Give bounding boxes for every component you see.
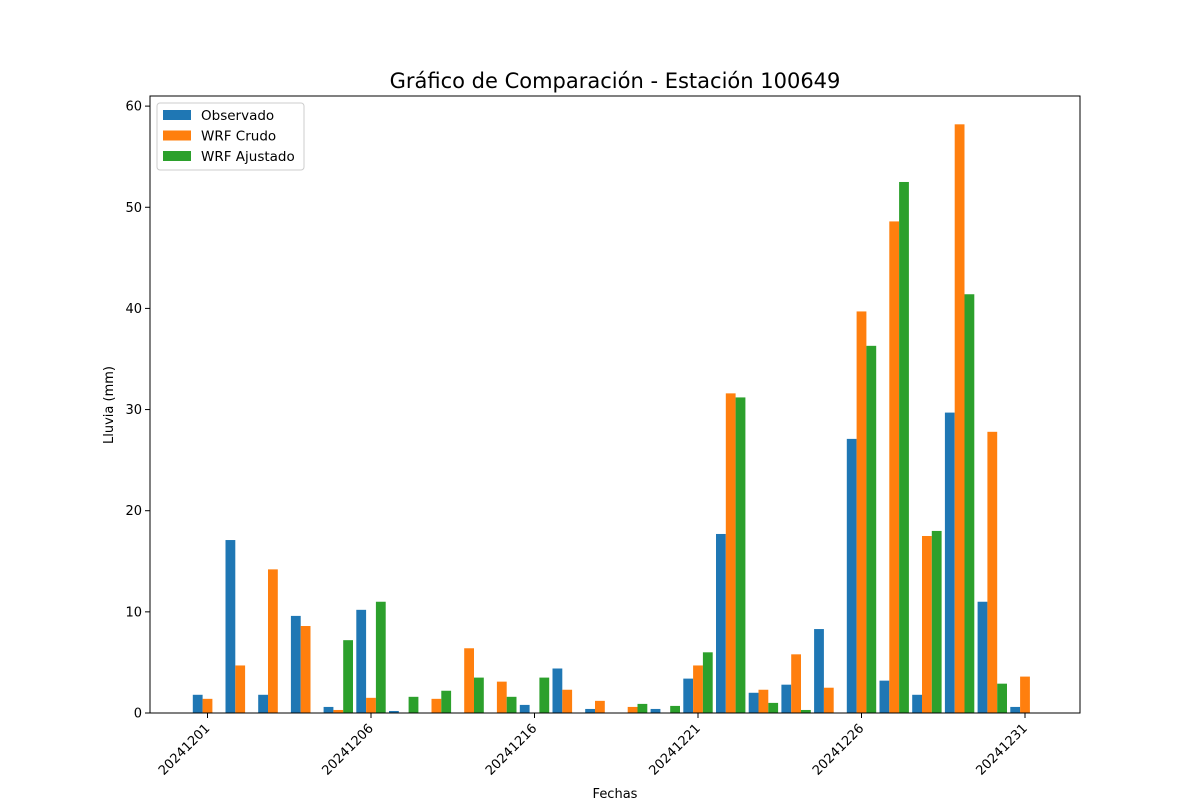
bar-observado-22 xyxy=(912,694,922,713)
bar-observado-1 xyxy=(225,540,236,713)
bar-observado-0 xyxy=(192,694,203,713)
bar-observado-3 xyxy=(290,615,301,713)
bar-observado-6 xyxy=(389,710,399,713)
plot-frame xyxy=(149,95,1081,714)
bar-observado-24 xyxy=(977,601,988,713)
legend-swatch xyxy=(163,130,191,141)
bar-observado-4 xyxy=(323,706,334,713)
y-axis-title: Lluvia (mm) xyxy=(102,366,117,444)
bar-wrf-ajustado-23 xyxy=(964,294,975,713)
bar-observado-2 xyxy=(258,694,268,713)
bar-wrf-crudo-2 xyxy=(268,569,278,713)
bar-wrf-crudo-0 xyxy=(202,698,213,713)
bar-observado-10 xyxy=(519,704,530,713)
legend-label: Observado xyxy=(201,108,274,124)
bar-wrf-ajustado-13 xyxy=(637,703,648,713)
bar-wrf-crudo-9 xyxy=(496,681,507,713)
x-tick-label: 20241206 xyxy=(319,721,376,778)
bar-wrf-ajustado-21 xyxy=(899,181,909,714)
bar-observado-19 xyxy=(814,629,824,713)
bar-wrf-ajustado-15 xyxy=(702,652,713,713)
y-tick-label: 10 xyxy=(125,605,142,620)
bar-wrf-crudo-4 xyxy=(333,709,344,713)
bar-wrf-crudo-8 xyxy=(464,648,474,713)
bar-wrf-ajustado-22 xyxy=(931,530,942,713)
y-tick-label: 60 xyxy=(125,100,142,115)
bar-wrf-crudo-13 xyxy=(627,706,638,713)
bar-observado-11 xyxy=(552,668,563,713)
bar-wrf-ajustado-5 xyxy=(375,601,386,713)
bar-wrf-crudo-1 xyxy=(235,665,246,713)
bar-wrf-crudo-17 xyxy=(758,689,769,713)
bar-wrf-ajustado-17 xyxy=(768,702,779,713)
y-tick-label: 0 xyxy=(134,707,142,722)
legend: Observado WRF Crudo WRF Ajustado xyxy=(156,102,305,171)
y-tick-label: 20 xyxy=(125,504,142,519)
bar-wrf-ajustado-10 xyxy=(539,677,550,713)
legend-label: WRF Crudo xyxy=(201,129,276,145)
bar-wrf-ajustado-14 xyxy=(670,705,680,713)
x-tick-label: 20241216 xyxy=(483,721,540,778)
bar-wrf-crudo-16 xyxy=(725,393,736,713)
bar-wrf-crudo-22 xyxy=(922,535,932,713)
bar-wrf-ajustado-7 xyxy=(441,690,452,713)
bar-wrf-crudo-15 xyxy=(693,665,703,713)
bar-observado-17 xyxy=(748,692,759,713)
bar-observado-12 xyxy=(585,708,595,713)
chart-title: Gráfico de Comparación - Estación 100649 xyxy=(390,69,841,93)
bar-wrf-crudo-20 xyxy=(856,311,867,713)
y-tick-label: 30 xyxy=(125,403,142,418)
legend-swatch xyxy=(163,151,191,161)
bar-observado-15 xyxy=(683,678,694,713)
bar-wrf-crudo-23 xyxy=(954,124,965,713)
x-tick-label: 20241221 xyxy=(646,721,703,778)
legend-swatch xyxy=(163,110,191,120)
bar-wrf-crudo-12 xyxy=(595,700,605,713)
bar-observado-21 xyxy=(879,680,890,713)
bar-wrf-crudo-3 xyxy=(300,626,311,713)
bar-wrf-crudo-21 xyxy=(889,221,900,714)
bar-observado-5 xyxy=(356,609,367,713)
bar-observado-20 xyxy=(846,438,857,713)
x-tick-label: 20241226 xyxy=(810,721,867,778)
x-axis: 20241201 20241206 20241216 20241221 20241226… xyxy=(156,713,1031,779)
x-tick-label: 20241231 xyxy=(973,721,1030,778)
bar-observado-23 xyxy=(944,412,955,713)
y-tick-label: 40 xyxy=(125,302,142,317)
bar-wrf-crudo-7 xyxy=(431,698,442,713)
legend-label: WRF Ajustado xyxy=(201,149,295,165)
bar-wrf-ajustado-8 xyxy=(474,677,484,713)
x-tick-label: 20241201 xyxy=(156,721,213,778)
x-axis-title: Fechas xyxy=(593,787,638,800)
bar-wrf-crudo-5 xyxy=(366,697,376,713)
bar-wrf-crudo-18 xyxy=(791,654,801,713)
y-axis: 0 10 20 30 40 50 60 xyxy=(125,100,150,722)
bar-wrf-ajustado-18 xyxy=(801,709,811,713)
bar-wrf-crudo-24 xyxy=(987,431,998,713)
bar-observado-14 xyxy=(650,708,661,713)
bar-wrf-ajustado-6 xyxy=(408,696,419,713)
bar-wrf-ajustado-24 xyxy=(997,683,1007,713)
bar-wrf-ajustado-4 xyxy=(343,640,353,713)
bar-observado-16 xyxy=(716,533,726,713)
bar-observado-18 xyxy=(781,684,792,713)
bar-observado-25 xyxy=(1010,706,1021,713)
bar-wrf-crudo-11 xyxy=(562,689,573,713)
bars-group xyxy=(192,124,1030,714)
bar-wrf-ajustado-9 xyxy=(506,696,517,713)
bar-wrf-ajustado-20 xyxy=(866,345,877,713)
bar-wrf-crudo-25 xyxy=(1020,676,1030,713)
bar-wrf-ajustado-16 xyxy=(735,397,746,713)
y-tick-label: 50 xyxy=(125,201,142,216)
legend-box xyxy=(156,102,305,171)
bar-wrf-crudo-19 xyxy=(823,687,834,713)
